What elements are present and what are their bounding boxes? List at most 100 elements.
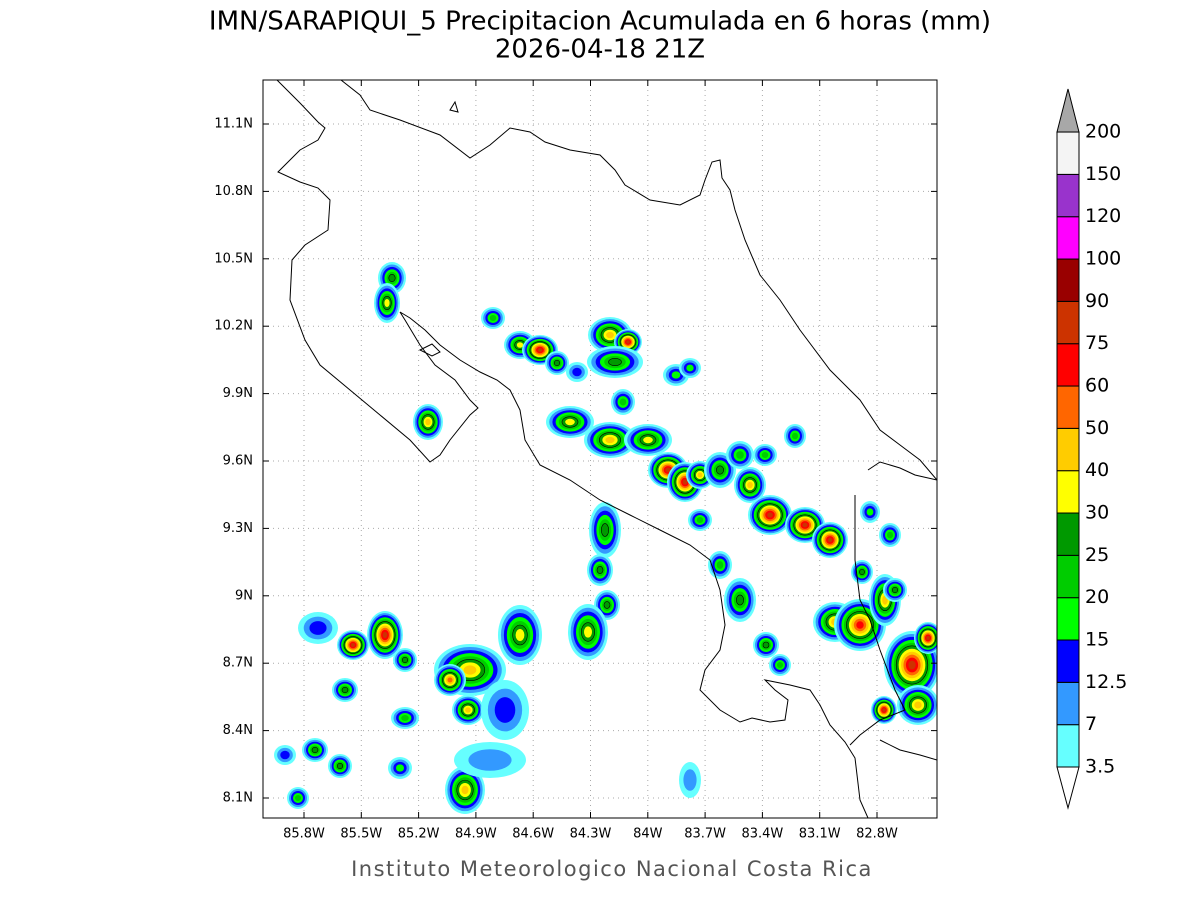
- precip-area: [802, 522, 808, 528]
- lat-label: 9N: [235, 588, 253, 603]
- colorbar-label: 15: [1085, 629, 1109, 651]
- border: [849, 461, 937, 761]
- colorbar-high: [1056, 88, 1080, 133]
- lat-label: 8.1N: [223, 791, 253, 806]
- colorbar-label: 7: [1085, 713, 1097, 735]
- precip-area: [515, 629, 525, 641]
- colorbar-box: [1056, 512, 1080, 556]
- precip-area: [683, 769, 697, 791]
- lat-label: 10.8N: [214, 184, 253, 199]
- precip-area: [396, 764, 404, 772]
- precip-area: [553, 359, 561, 367]
- lon-label: 85.8W: [283, 827, 325, 842]
- precip-area: [926, 635, 930, 641]
- colorbar-box: [1056, 427, 1080, 472]
- lon-label: 84.9W: [455, 827, 497, 842]
- lat-label: 9.9N: [223, 386, 253, 401]
- precip-area: [280, 750, 290, 760]
- precip-area: [572, 367, 582, 377]
- precip-area: [608, 358, 622, 366]
- lon-label: 85.5W: [340, 827, 382, 842]
- precip-area: [565, 418, 575, 426]
- footer: Instituto Meteorologico Nacional Costa R…: [351, 857, 873, 881]
- colorbar-box: [1056, 470, 1080, 514]
- precip-area: [696, 517, 704, 523]
- precip-area: [606, 331, 614, 339]
- precip-area: [461, 785, 469, 795]
- coastline: [340, 80, 937, 481]
- precip-area: [494, 697, 516, 723]
- lon-label: 83.4W: [741, 827, 783, 842]
- precip-area: [382, 631, 388, 639]
- precip-area: [682, 479, 688, 485]
- precipitation: [274, 262, 937, 814]
- colorbar-box: [1056, 343, 1080, 387]
- precip-area: [619, 398, 627, 406]
- precip-area: [425, 418, 431, 426]
- lon-label: 83.1W: [799, 827, 841, 842]
- lon-label: 84.6W: [512, 827, 554, 842]
- colorbar-box: [1056, 597, 1080, 641]
- colorbar-box: [1056, 173, 1080, 218]
- precip-area: [792, 432, 798, 440]
- colorbar-box: [1056, 639, 1080, 683]
- lat-label: 9.6N: [223, 454, 253, 469]
- colorbar-box: [1056, 554, 1080, 599]
- precip-area: [465, 707, 471, 713]
- precip-area: [908, 660, 916, 670]
- precip-area: [384, 299, 390, 307]
- map-frame: [262, 79, 938, 819]
- precip-area: [882, 708, 886, 712]
- precip-area: [747, 481, 753, 489]
- colorbar-label: 25: [1085, 544, 1109, 566]
- colorbar-box: [1056, 385, 1080, 429]
- precip-area: [388, 274, 396, 282]
- lat-label: 8.7N: [223, 656, 253, 671]
- lon-label: 84.3W: [570, 827, 612, 842]
- colorbar-label: 20: [1085, 586, 1109, 608]
- precip-area: [596, 566, 604, 574]
- colorbar-box: [1056, 681, 1080, 726]
- precip-area: [626, 340, 630, 344]
- precip-area: [716, 561, 724, 569]
- lat-label: 10.2N: [214, 319, 253, 334]
- precip-area: [671, 371, 681, 379]
- precip-area: [341, 686, 349, 694]
- precip-area: [866, 508, 874, 516]
- colorbar-label: 90: [1085, 290, 1109, 312]
- precip-area: [537, 348, 543, 352]
- precip-area: [856, 621, 864, 629]
- precip-area: [736, 451, 744, 459]
- precip-area: [716, 465, 724, 475]
- precip-area: [336, 762, 344, 770]
- precip-area: [447, 677, 453, 683]
- colorbar-label: 120: [1085, 205, 1121, 227]
- precip-area: [516, 342, 524, 348]
- precip-area: [859, 568, 865, 576]
- precip-area: [401, 715, 409, 721]
- precip-area: [827, 537, 833, 543]
- colorbar-label: 200: [1085, 121, 1121, 143]
- precip-area: [468, 749, 512, 771]
- lon-label: 83.7W: [684, 827, 726, 842]
- coastline: [276, 80, 869, 818]
- precip-area: [686, 364, 694, 372]
- precip-area: [311, 746, 319, 754]
- colorbar-label: 3.5: [1085, 756, 1115, 778]
- precip-area: [665, 467, 671, 473]
- lon-label: 82.8W: [856, 827, 898, 842]
- colorbar-box: [1056, 131, 1080, 175]
- lon-label: 85.2W: [398, 827, 440, 842]
- island: [418, 100, 459, 357]
- precip-area: [914, 701, 922, 709]
- colorbar: 3.5 7 12.5 15 20 25 30 40 50 60 75 90 100 120 150 200: [1056, 88, 1127, 810]
- colorbar-label: 75: [1085, 332, 1109, 354]
- colorbar-box: [1056, 258, 1080, 302]
- precip-area: [887, 531, 893, 539]
- colorbar-label: 50: [1085, 417, 1109, 439]
- precip-area: [736, 594, 744, 606]
- lat-label: 9.3N: [223, 521, 253, 536]
- subtitle: 2026-04-18 21Z: [495, 35, 705, 65]
- colorbar-box: [1056, 724, 1080, 768]
